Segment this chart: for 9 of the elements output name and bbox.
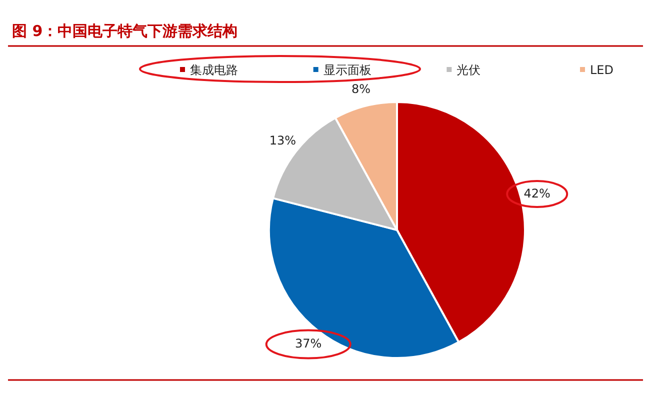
legend-label: LED [590,63,614,77]
legend-label: 光伏 [456,63,481,77]
data-label: 37% [295,336,322,351]
chart-title: 图 9：中国电子特气下游需求结构 [12,22,238,40]
legend-label: 显示面板 [323,63,372,77]
data-label: 8% [352,82,371,96]
data-label: 13% [269,134,296,148]
legend-label: 集成电路 [190,63,238,77]
data-label: 42% [524,186,550,200]
